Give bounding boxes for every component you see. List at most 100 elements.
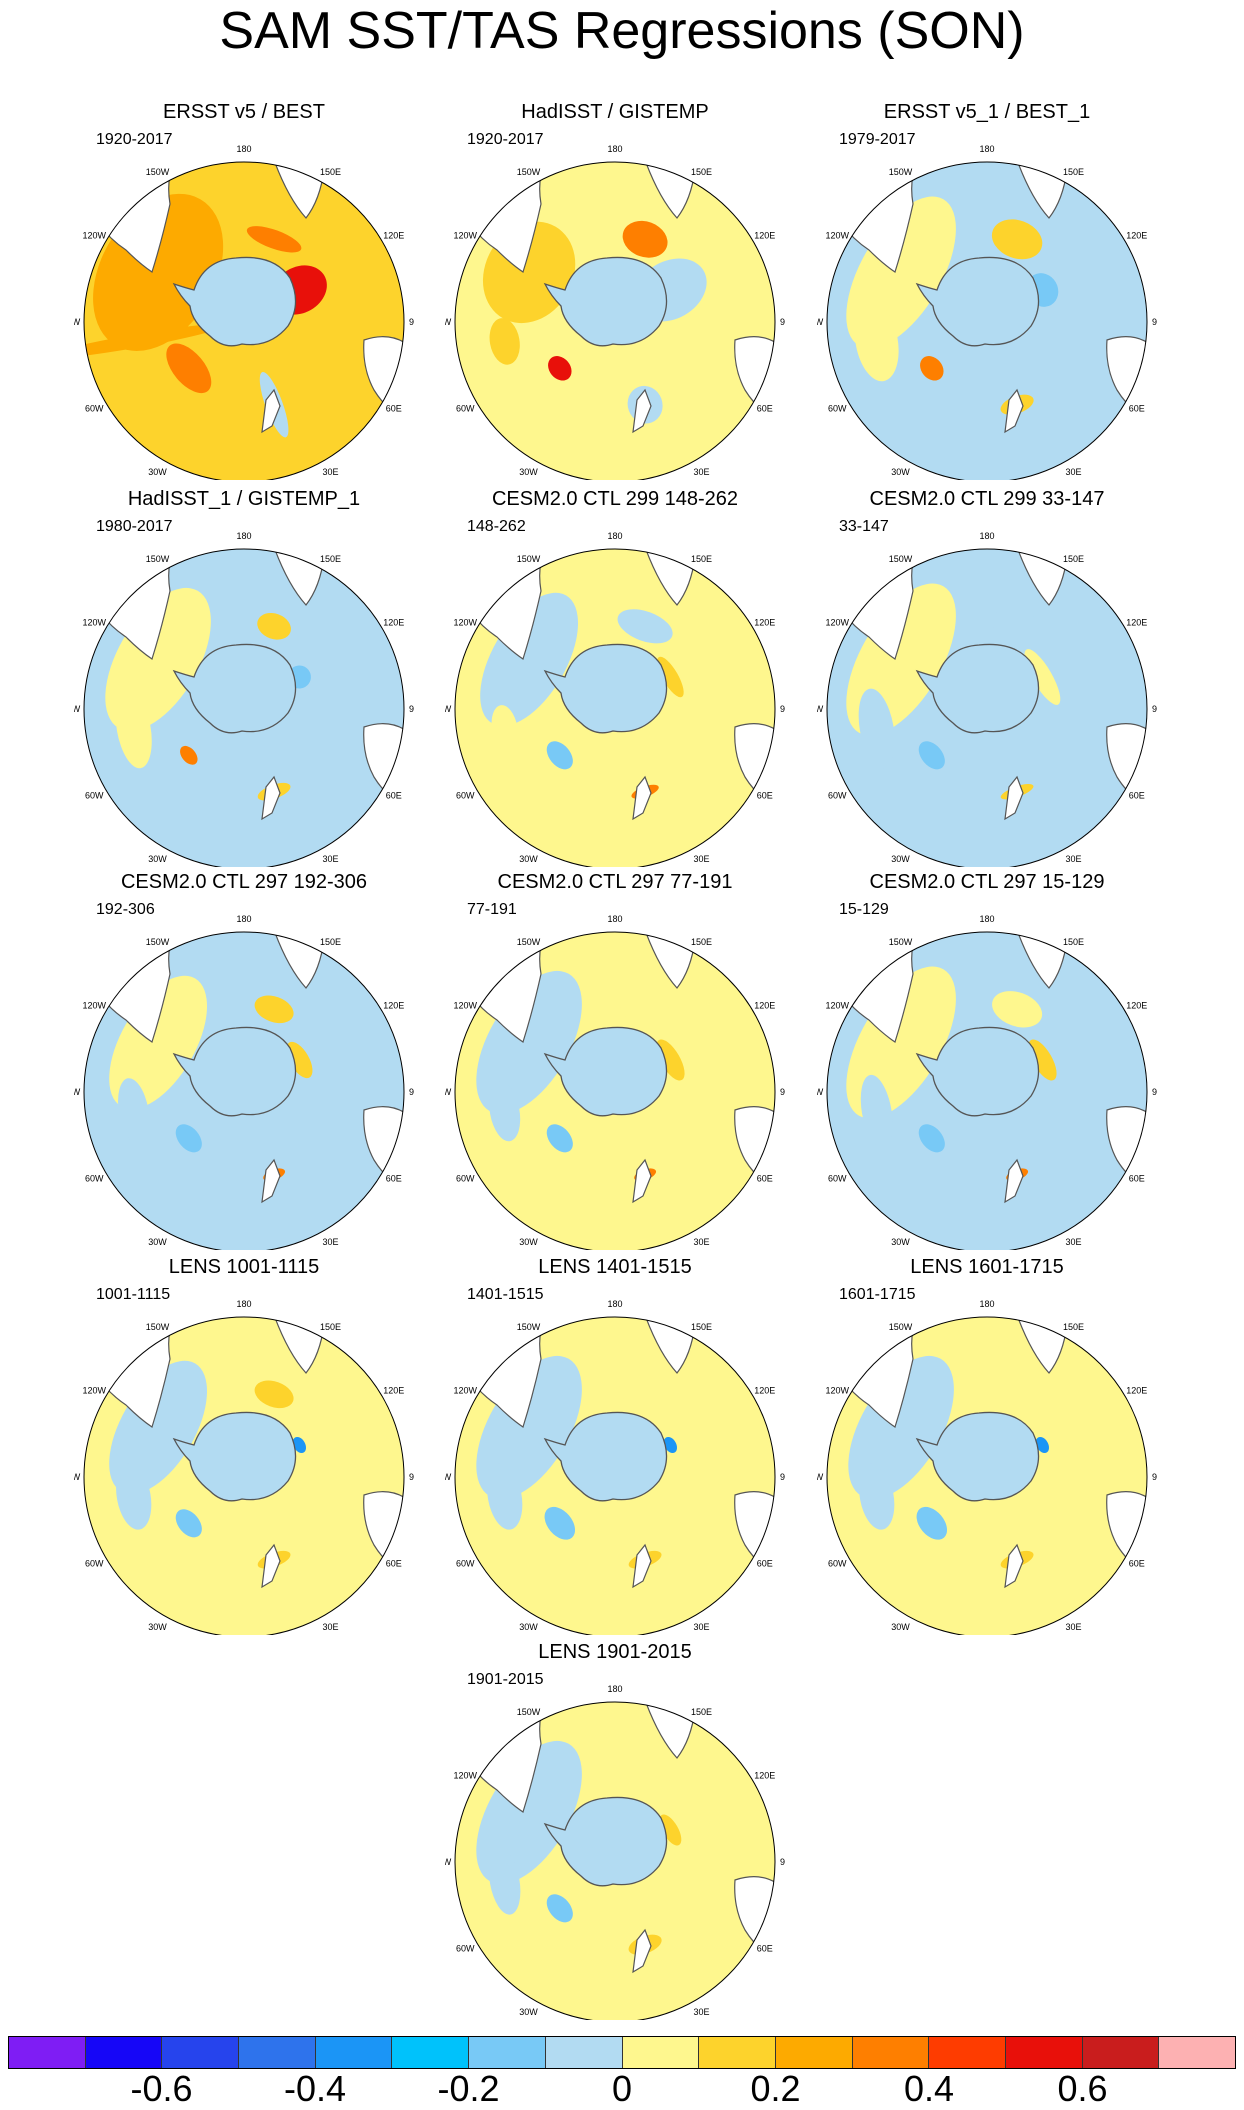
map-panel: ERSST v5 / BEST1920-2017030E60E90E120E15…: [74, 100, 414, 480]
anomaly-patch: [918, 1124, 945, 1153]
longitude-label: 180: [236, 914, 251, 924]
panel-period: 1601-1715: [839, 1286, 916, 1303]
anomaly-patch: [254, 1380, 294, 1409]
polar-map: 030E60E90E120E150E180150W120W90W60W30W: [817, 531, 1157, 867]
map-boundary: [454, 1316, 776, 1635]
longitude-label: 150W: [517, 1322, 541, 1332]
longitude-label: 30W: [891, 1622, 910, 1632]
map-boundary: [454, 931, 776, 1250]
longitude-label: 150E: [320, 167, 341, 177]
polar-map: 030E60E90E120E150E180150W120W90W60W30W: [74, 531, 414, 867]
anomaly-patch: [918, 741, 945, 770]
colorbar-swatch: [698, 2037, 775, 2068]
longitude-label: 120E: [754, 1001, 775, 1011]
longitude-label: 30W: [891, 467, 910, 477]
antarctica-outline: [915, 256, 1040, 347]
longitude-label: 90E: [409, 704, 414, 714]
longitude-label: 60W: [456, 791, 475, 801]
anomaly-patch: [476, 970, 582, 1114]
longitude-label: 120W: [453, 618, 477, 628]
new-zealand-land: [261, 775, 281, 821]
map-panel: CESM2.0 CTL 297 77-19177-191030E60E90E12…: [445, 870, 785, 1250]
map-panel: HadISST / GISTEMP1920-2017030E60E90E120E…: [445, 100, 785, 480]
map-boundary: [826, 1316, 1148, 1635]
map-panel: LENS 1401-15151401-1515030E60E90E120E150…: [445, 1255, 785, 1635]
anomaly-patch: [292, 1437, 307, 1453]
polar-map: 030E60E90E120E150E180150W120W90W60W30W: [445, 1684, 785, 2020]
longitude-label: 60W: [828, 791, 847, 801]
anomaly-patch: [489, 318, 520, 365]
antarctica-outline: [543, 1411, 668, 1502]
longitude-label: 30W: [148, 467, 167, 477]
colorbar-swatch: [1158, 2037, 1235, 2068]
longitude-label: 60W: [85, 1174, 104, 1184]
longitude-label: 180: [979, 914, 994, 924]
colorbar-label: 0.2: [750, 2068, 801, 2109]
longitude-label: 30W: [519, 1622, 538, 1632]
longitude-label: 60W: [456, 404, 475, 414]
map-panel: HadISST_1 / GISTEMP_11980-2017030E60E90E…: [74, 487, 414, 867]
longitude-label: 90W: [74, 704, 81, 714]
new-zealand-land: [261, 388, 281, 434]
longitude-label: 90E: [780, 704, 785, 714]
longitude-label: 60E: [1129, 1559, 1145, 1569]
longitude-label: 150E: [1063, 167, 1084, 177]
colorbar-label: -0.4: [283, 2068, 347, 2109]
anomaly-patch: [992, 991, 1043, 1028]
longitude-label: 120E: [1126, 1001, 1147, 1011]
antarctica-outline: [915, 1411, 1040, 1502]
panel-period: 1979-2017: [839, 131, 916, 148]
anomaly-patch: [286, 1041, 313, 1079]
map-boundary: [83, 1316, 405, 1635]
longitude-label: 90W: [445, 1857, 452, 1867]
anomaly-patch: [116, 1463, 152, 1530]
anomaly-patch: [246, 226, 302, 253]
longitude-label: 30E: [1065, 467, 1081, 477]
panel-title: LENS 1001-1115: [168, 1256, 320, 1278]
anomaly-patch: [992, 1376, 1043, 1413]
longitude-label: 60W: [456, 1174, 475, 1184]
anomaly-patch: [620, 1761, 671, 1798]
polar-map: 030E60E90E120E150E180150W120W90W60W30W: [817, 1299, 1157, 1635]
new-zealand-land: [1004, 1158, 1024, 1204]
longitude-label: 90E: [780, 317, 785, 327]
map-panel: CESM2.0 CTL 299 148-262148-262030E60E90E…: [445, 487, 785, 867]
longitude-label: 60E: [386, 1174, 402, 1184]
longitude-label: 60E: [1129, 791, 1145, 801]
longitude-label: 90W: [817, 704, 824, 714]
anomaly-patch: [991, 219, 1043, 260]
longitude-label: 120W: [453, 231, 477, 241]
new-zealand-land: [632, 1158, 652, 1204]
colorbar-label: 0.6: [1057, 2068, 1108, 2109]
panel-title: CESM2.0 CTL 299 148-262: [491, 488, 739, 510]
polar-map: 030E60E90E120E150E180150W120W90W60W30W: [445, 914, 785, 1250]
longitude-label: 90W: [445, 1087, 452, 1097]
longitude-label: 150W: [517, 554, 541, 564]
panel-title: LENS 1901-2015: [538, 1641, 692, 1663]
longitude-label: 30E: [1065, 854, 1081, 864]
longitude-label: 120W: [453, 1771, 477, 1781]
polar-map: 030E60E90E120E150E180150W120W90W60W30W: [445, 144, 785, 480]
longitude-label: 60E: [757, 791, 773, 801]
colorbar-swatch: [238, 2037, 315, 2068]
antarctica-outline: [172, 256, 297, 347]
longitude-label: 150E: [691, 937, 712, 947]
longitude-label: 90E: [409, 1472, 414, 1482]
panel-title: ERSST v5_1 / BEST_1: [883, 101, 1091, 123]
longitude-label: 150E: [1063, 937, 1084, 947]
longitude-label: 150E: [1063, 554, 1084, 564]
longitude-label: 30W: [519, 467, 538, 477]
longitude-label: 120E: [1126, 231, 1147, 241]
colorbar-label: 0.4: [903, 2068, 955, 2109]
longitude-label: 90E: [1152, 1472, 1157, 1482]
longitude-label: 30E: [1065, 1622, 1081, 1632]
colorbar-swatch: [621, 2037, 699, 2068]
longitude-label: 60E: [386, 404, 402, 414]
longitude-label: 120E: [754, 618, 775, 628]
longitude-label: 30W: [519, 2007, 538, 2017]
antarctica-outline: [915, 1026, 1040, 1117]
polar-map: 030E60E90E120E150E180150W120W90W60W30W: [74, 144, 414, 480]
new-zealand-land: [1004, 775, 1024, 821]
longitude-label: 60E: [757, 404, 773, 414]
anomaly-patch: [118, 1078, 150, 1145]
